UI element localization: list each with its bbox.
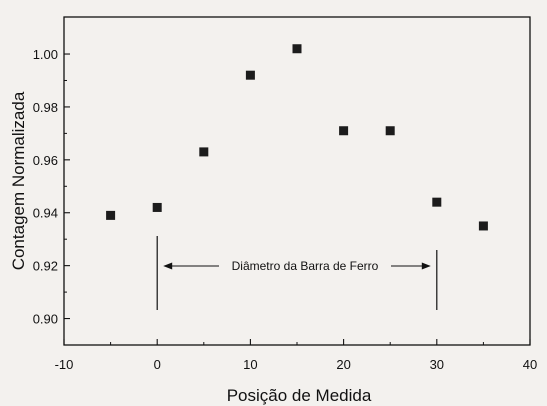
data-point [385,126,395,136]
data-points [106,44,488,231]
x-axis-ticks: -10 0 10 20 30 40 [55,339,537,372]
y-tick-label: 0.90 [33,312,58,327]
x-tick-label: 20 [336,357,350,372]
data-point [292,44,302,54]
y-tick-label: 0.98 [33,100,58,115]
y-axis-title: Contagem Normalizada [9,91,28,270]
data-point [478,221,488,231]
data-point [339,126,349,136]
y-axis-ticks: 0.90 0.92 0.94 0.96 0.98 1.00 [33,47,70,327]
y-tick-label: 0.96 [33,153,58,168]
x-axis-title: Posição de Medida [227,386,372,405]
y-tick-label: 1.00 [33,47,58,62]
x-tick-label: -10 [55,357,74,372]
y-tick-label: 0.94 [33,206,58,221]
x-tick-label: 0 [154,357,161,372]
x-tick-label: 30 [430,357,444,372]
plot-frame [63,16,531,346]
data-point [432,197,442,207]
annotation-left-arrowhead [163,262,173,270]
diameter-annotation: Diâmetro da Barra de Ferro [156,236,438,310]
data-point [106,210,116,220]
x-tick-label: 40 [523,357,537,372]
data-point [199,147,209,157]
annotation-right-arrowhead [421,262,431,270]
annotation-label: Diâmetro da Barra de Ferro [232,259,379,273]
data-point [152,202,162,212]
data-point [245,70,255,80]
y-tick-label: 0.92 [33,259,58,274]
x-tick-label: 10 [243,357,257,372]
